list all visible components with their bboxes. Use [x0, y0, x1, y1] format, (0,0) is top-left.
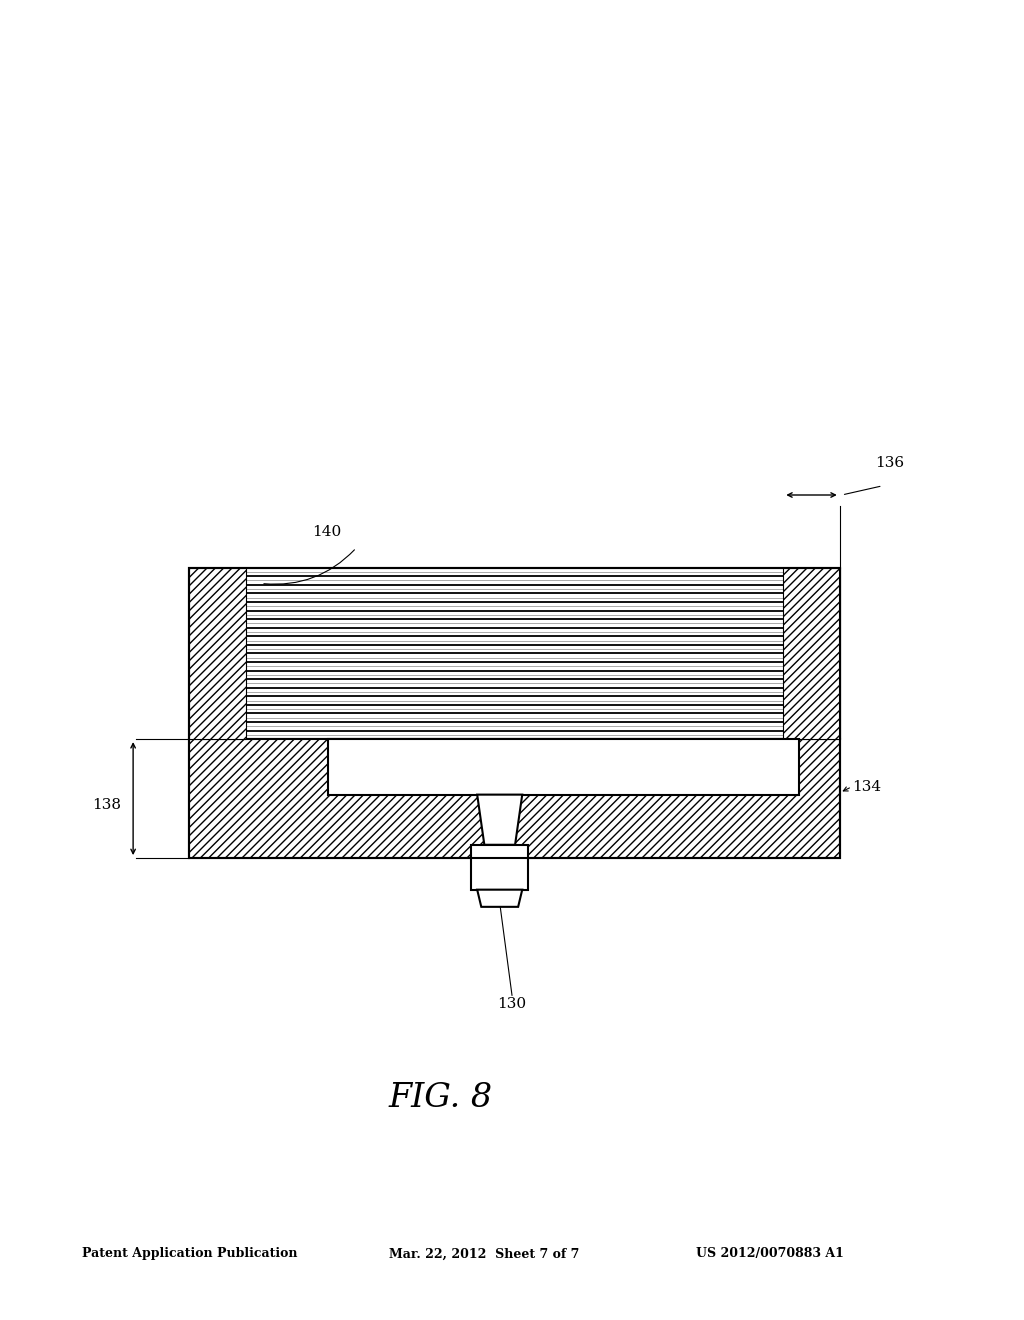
Text: 129: 129	[426, 751, 456, 764]
Text: 140: 140	[312, 524, 342, 539]
Polygon shape	[189, 739, 840, 858]
Text: 132: 132	[558, 751, 587, 764]
Text: Patent Application Publication: Patent Application Publication	[82, 1247, 297, 1261]
Text: 130: 130	[498, 997, 526, 1011]
Polygon shape	[783, 568, 840, 739]
Polygon shape	[477, 795, 522, 845]
Polygon shape	[477, 890, 522, 907]
Text: 136: 136	[876, 455, 904, 470]
Text: 138: 138	[92, 799, 121, 812]
Text: 134: 134	[852, 780, 881, 793]
Text: Mar. 22, 2012  Sheet 7 of 7: Mar. 22, 2012 Sheet 7 of 7	[389, 1247, 580, 1261]
Text: US 2012/0070883 A1: US 2012/0070883 A1	[696, 1247, 844, 1261]
Polygon shape	[328, 739, 799, 795]
Text: FIG. 8: FIG. 8	[388, 1082, 493, 1114]
Polygon shape	[189, 568, 246, 739]
Polygon shape	[471, 845, 528, 890]
Polygon shape	[189, 568, 840, 739]
